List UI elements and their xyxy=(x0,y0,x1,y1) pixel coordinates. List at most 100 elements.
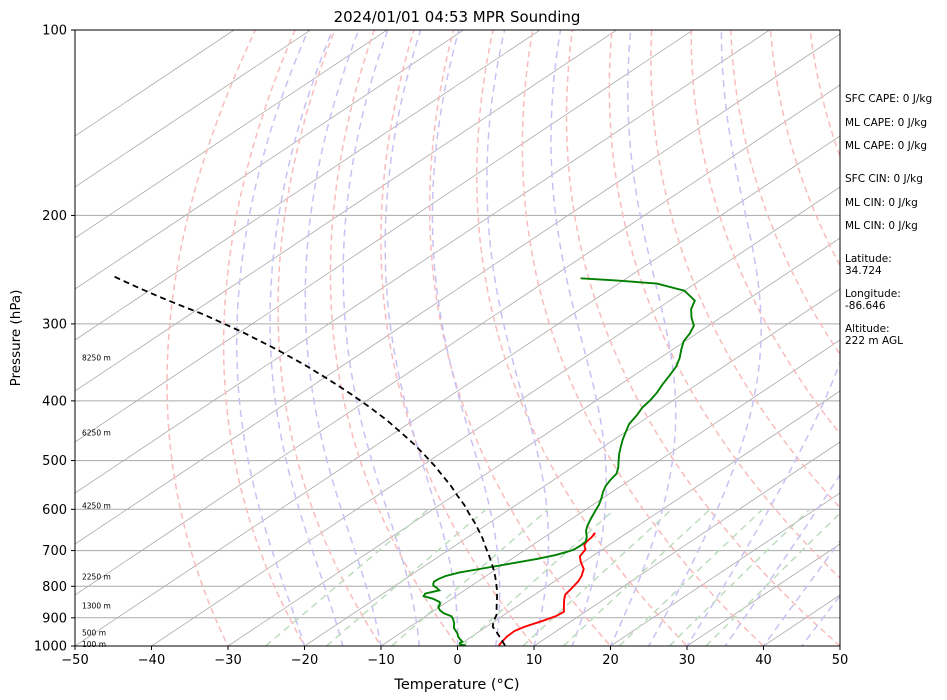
ml-cin-text-2: ML CIN: 0 J/kg xyxy=(845,220,918,232)
isotherm-line xyxy=(75,135,840,646)
isotherm-line xyxy=(75,30,388,239)
moist-adiabat-line xyxy=(269,30,344,646)
isotherm-line xyxy=(686,543,840,646)
dry-adiabat-line xyxy=(428,30,612,646)
moist-adiabat-line xyxy=(609,30,677,646)
y-tick-label: 200 xyxy=(42,209,67,224)
x-tick-label: 40 xyxy=(755,653,772,668)
x-tick-label: −30 xyxy=(214,653,241,668)
x-tick-label: 20 xyxy=(602,653,619,668)
isotherm-line xyxy=(609,492,840,646)
dry-adiabat-line xyxy=(222,30,306,646)
isotherm-line xyxy=(456,390,840,646)
sfc-cin-text: SFC CIN: 0 J/kg xyxy=(845,173,923,185)
ml-cape-text-1: ML CAPE: 0 J/kg xyxy=(845,117,927,129)
x-tick-label: 30 xyxy=(679,653,696,668)
latitude-value: 34.724 xyxy=(845,265,882,277)
moist-adiabat-line xyxy=(431,30,501,646)
dry-adiabat-line xyxy=(608,30,840,580)
dry-adiabat-line xyxy=(476,30,689,646)
mixing-ratio-line xyxy=(618,508,764,646)
ml-cin-text-1: ML CIN: 0 J/kg xyxy=(845,197,918,209)
height-label: 4250 m xyxy=(82,501,111,510)
sfc-cape-text: SFC CAPE: 0 J/kg xyxy=(845,93,932,105)
sounding-series xyxy=(110,274,696,646)
height-label: 100 m xyxy=(82,640,106,649)
longitude-label: Longitude: xyxy=(845,288,901,300)
isotherm-line xyxy=(75,30,465,290)
moist-adiabat-line xyxy=(384,30,459,646)
mixing-ratio-line xyxy=(391,508,549,646)
isobar-lines xyxy=(75,30,840,646)
dewpoint-profile-line xyxy=(422,277,696,646)
latitude-label: Latitude: xyxy=(845,253,892,265)
moist-adiabat-line xyxy=(647,30,762,646)
mixing-ratio-line xyxy=(668,508,811,646)
x-tick-label: −20 xyxy=(291,653,318,668)
y-tick-label: 700 xyxy=(42,544,67,559)
x-tick-label: 0 xyxy=(453,653,461,668)
y-tick-label: 600 xyxy=(42,503,67,518)
moist-adiabat-line xyxy=(724,473,840,646)
isotherm-lines xyxy=(75,30,840,646)
y-tick-label: 1000 xyxy=(34,640,67,655)
x-axis-label: Temperature (°C) xyxy=(393,677,519,693)
isotherm-line xyxy=(75,33,840,545)
height-label: 6250 m xyxy=(82,428,111,437)
height-label: 1300 m xyxy=(82,602,111,611)
height-label: 8250 m xyxy=(82,353,111,362)
moist-adiabat-line xyxy=(342,30,421,646)
height-labels: 100 m 500 m 1300 m 2250 m 4250 m 6250 m 8250 m xyxy=(82,353,111,649)
dry-adiabat-line xyxy=(730,30,840,356)
mixing-ratio-line xyxy=(562,508,711,646)
moist-adiabat-line xyxy=(304,30,382,646)
dry-adiabat-line xyxy=(277,30,382,646)
temperature-profile-line xyxy=(498,532,596,646)
isotherm-line xyxy=(303,288,840,646)
dry-adiabat-line xyxy=(329,30,459,646)
x-tick-label: 10 xyxy=(526,653,543,668)
height-label: 500 m xyxy=(82,628,106,637)
isotherm-line xyxy=(75,30,541,341)
mixing-ratio-lines xyxy=(265,508,840,646)
y-tick-label: 100 xyxy=(42,24,67,39)
y-tick-label: 800 xyxy=(42,580,67,595)
y-tick-label: 900 xyxy=(42,611,67,626)
dry-adiabat-line xyxy=(690,30,840,436)
dry-adiabat-line xyxy=(809,30,840,159)
dry-adiabat-line xyxy=(380,30,536,646)
mixing-ratio-line xyxy=(522,508,673,646)
isotherm-line xyxy=(533,441,840,646)
x-tick-label: −10 xyxy=(367,653,394,668)
mixing-ratio-line xyxy=(461,508,616,646)
y-tick-label: 400 xyxy=(42,394,67,409)
chart-title: 2024/01/01 04:53 MPR Sounding xyxy=(334,8,581,26)
dry-adiabat-line xyxy=(650,30,840,509)
moist-adiabat-line xyxy=(550,30,607,646)
x-axis-ticks: −50 −40 −30 −20 −10 0 10 20 30 40 50 xyxy=(61,646,848,668)
isotherm-line xyxy=(75,30,312,188)
isotherm-line xyxy=(75,30,235,137)
moist-adiabat-lines xyxy=(235,30,840,646)
ml-cape-text-2: ML CAPE: 0 J/kg xyxy=(845,140,927,152)
mixing-ratio-line xyxy=(326,508,487,646)
mixing-ratio-line xyxy=(705,512,840,646)
isotherm-line xyxy=(380,339,840,646)
dry-adiabat-line xyxy=(166,30,257,646)
altitude-value: 222 m AGL xyxy=(845,335,903,347)
isotherm-line xyxy=(227,237,840,646)
isotherm-line xyxy=(150,186,840,646)
y-axis-ticks: 1000 900 800 700 600 500 400 300 200 100 xyxy=(34,24,75,655)
isotherm-line xyxy=(75,30,694,443)
height-label: 2250 m xyxy=(82,572,111,581)
x-tick-label: −50 xyxy=(61,653,88,668)
x-tick-label: 50 xyxy=(832,653,849,668)
dry-adiabat-line xyxy=(769,30,840,267)
y-tick-label: 300 xyxy=(42,317,67,332)
isotherm-line xyxy=(75,84,840,596)
dry-adiabat-line xyxy=(521,30,765,646)
parcel-profile-line xyxy=(110,274,506,646)
isotherm-line xyxy=(75,30,618,392)
longitude-value: -86.646 xyxy=(845,300,886,312)
